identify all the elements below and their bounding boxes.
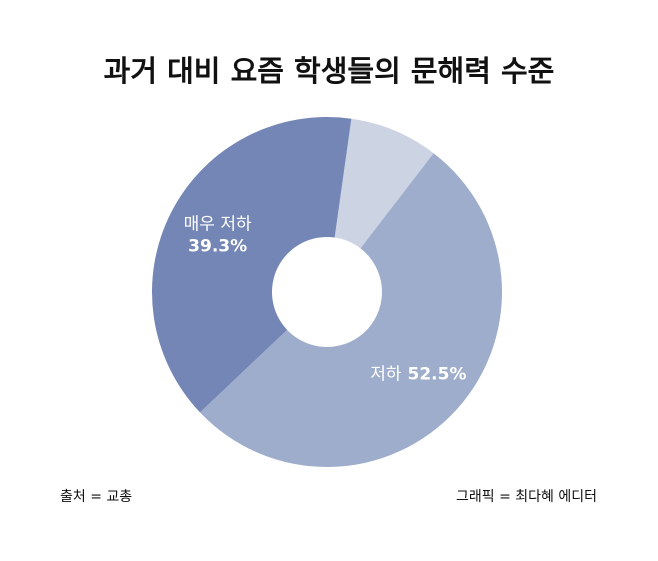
category-label: 매우 저하 [184, 215, 252, 235]
category-label: 저하 [370, 364, 402, 384]
source: 출처 = 교총 [60, 489, 132, 505]
credit: 그래픽 = 최다혜 에디터 [456, 489, 597, 505]
segment-label: 매우 저하 39.3% [184, 215, 252, 257]
chart-title: 과거 대비 요즘 학생들의 문해력 수준 [104, 54, 555, 88]
donut-segment [151, 116, 352, 413]
segment-label: 저하 52.5% [370, 364, 466, 384]
donut-segment [334, 118, 434, 249]
donut-segment [200, 153, 502, 467]
value-label: 39.3% [188, 237, 247, 257]
value-label: 52.5% [408, 364, 467, 384]
